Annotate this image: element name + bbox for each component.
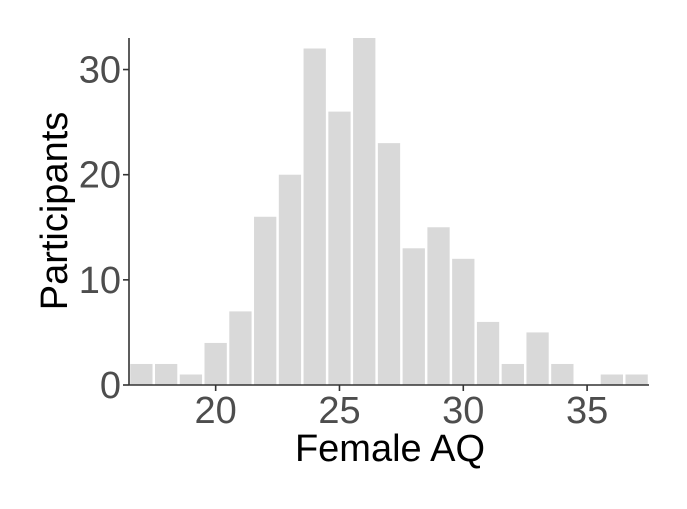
y-axis-title: Participants <box>34 112 76 311</box>
bar-aq-18 <box>155 363 178 385</box>
bar-aq-32 <box>501 363 524 385</box>
bar-aq-29 <box>427 227 450 385</box>
bar-aq-27 <box>377 143 401 385</box>
y-tick-label: 30 <box>79 50 121 92</box>
bar-aq-28 <box>402 248 425 385</box>
bar-aq-23 <box>278 174 302 385</box>
y-tick-label: 20 <box>79 155 121 197</box>
bar-aq-26 <box>353 38 376 385</box>
bar-aq-34 <box>551 363 574 385</box>
bar-aq-19 <box>179 374 203 385</box>
x-axis-ticks: 20 25 30 35 <box>195 385 608 432</box>
x-tick-label: 20 <box>195 390 237 432</box>
bar-aq-20 <box>204 342 227 385</box>
bar-aq-30 <box>452 258 475 385</box>
bar-aq-22 <box>254 216 277 385</box>
bar-aq-21 <box>229 311 252 385</box>
bars-group <box>130 38 648 386</box>
x-tick-label: 35 <box>566 390 608 432</box>
bar-aq-37 <box>625 374 648 385</box>
x-tick-label: 30 <box>442 390 484 432</box>
bar-aq-25 <box>328 111 351 386</box>
bar-aq-17 <box>130 363 153 385</box>
bar-aq-33 <box>526 332 549 385</box>
y-axis-ticks: 0 10 20 30 <box>79 50 129 407</box>
x-tick-label: 25 <box>318 390 360 432</box>
bar-aq-24 <box>303 48 326 386</box>
bar-aq-36 <box>600 374 623 385</box>
y-tick-label: 10 <box>79 260 121 302</box>
bar-aq-31 <box>476 321 500 385</box>
x-axis-title: Female AQ <box>295 428 485 470</box>
y-tick-label: 0 <box>100 365 121 407</box>
